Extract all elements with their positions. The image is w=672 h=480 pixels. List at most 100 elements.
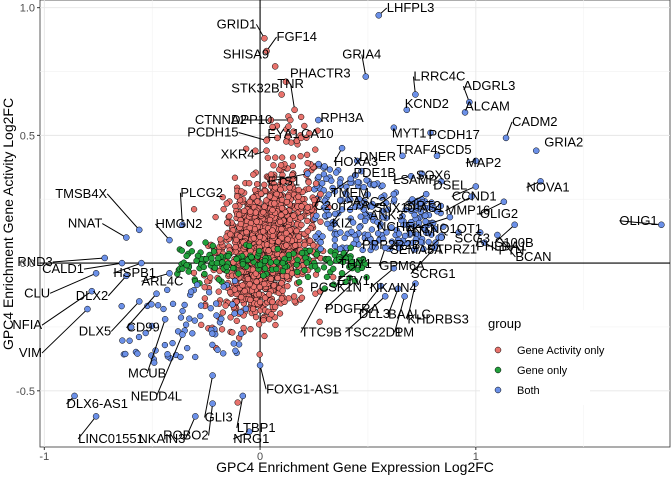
background-point (323, 206, 330, 214)
background-point (388, 224, 395, 231)
background-point (217, 236, 224, 243)
background-point (303, 259, 310, 266)
background-point (179, 307, 186, 315)
background-point (411, 211, 418, 219)
leader-line (369, 267, 395, 289)
background-point (343, 183, 350, 191)
background-point (183, 262, 190, 269)
leader-line (106, 193, 140, 231)
legend-entry: Gene Activity only (517, 345, 605, 357)
leader-line (451, 186, 477, 197)
background-point (231, 277, 239, 285)
labeled-point (407, 218, 415, 226)
background-point (233, 193, 241, 200)
background-point (402, 206, 409, 213)
background-points (118, 113, 447, 406)
background-point (395, 230, 403, 237)
gene-label: TMEM (331, 185, 369, 200)
gene-label: NKAIN4 (370, 280, 417, 295)
labeled-point (377, 282, 385, 290)
background-point (425, 238, 432, 246)
labeled-point (390, 190, 398, 198)
labeled-point (502, 134, 510, 142)
background-point (119, 337, 126, 344)
labeled-point (347, 244, 354, 252)
leader-line (361, 54, 367, 77)
background-point (337, 245, 344, 253)
background-point (315, 160, 322, 168)
background-point (290, 128, 297, 135)
background-point (289, 162, 296, 170)
background-point (290, 212, 297, 219)
legend-key (494, 386, 502, 394)
labeled-point (390, 124, 398, 131)
background-point (306, 130, 313, 137)
background-point (286, 216, 294, 223)
gene-label: MAP2 (466, 155, 501, 170)
gene-label: NKAIN3 (138, 431, 185, 446)
background-point (327, 259, 334, 266)
background-point (201, 270, 208, 278)
background-point (277, 162, 285, 169)
leader-line (126, 293, 157, 329)
background-point (427, 204, 434, 211)
labeled-point (317, 190, 324, 198)
background-point (379, 207, 386, 215)
gene-label: ETS1 (268, 174, 301, 189)
background-point (269, 123, 276, 131)
background-point (417, 200, 424, 207)
background-point (267, 171, 275, 178)
background-point (337, 197, 344, 204)
background-point (288, 270, 296, 277)
leader-line (49, 272, 97, 294)
labeled-point (394, 285, 402, 292)
background-point (293, 227, 300, 235)
background-point (269, 232, 277, 240)
background-point (238, 294, 245, 301)
background-point (210, 248, 218, 255)
background-point (267, 275, 275, 283)
background-point (262, 294, 269, 301)
gene-label: NFIA (12, 317, 42, 332)
legend-key (494, 346, 502, 354)
gene-label: C2orf27A (314, 198, 369, 213)
background-point (223, 219, 231, 226)
background-point (304, 159, 311, 167)
background-point (231, 310, 238, 317)
gene-label: NRG1 (233, 431, 269, 446)
gene-label: FOXG1-AS1 (266, 381, 339, 396)
leader-line (52, 257, 105, 263)
gene-label: TMSB4X (55, 186, 107, 201)
gene-label: CCND1 (452, 188, 497, 203)
background-point (246, 224, 253, 232)
background-point (237, 220, 245, 228)
background-point (292, 242, 299, 249)
background-point (169, 300, 177, 308)
labeled-point (362, 73, 370, 80)
gene-label: DLX2 (76, 288, 109, 303)
background-point (349, 259, 356, 266)
leader-line (344, 295, 386, 333)
labeled-point (658, 221, 665, 229)
legend-key (494, 366, 502, 374)
background-point (246, 180, 253, 187)
background-point (274, 245, 281, 253)
y-tick-label: 0.5 (20, 130, 35, 142)
labeled-point (358, 167, 365, 175)
background-point (317, 218, 324, 225)
background-point (286, 184, 293, 191)
background-point (238, 188, 245, 195)
background-point (278, 295, 285, 302)
labeled-point (92, 270, 100, 277)
background-point (208, 255, 215, 262)
background-point (348, 228, 355, 235)
gene-label: SNX10-AS1 (374, 200, 444, 215)
background-point (179, 265, 186, 272)
background-point (212, 213, 219, 221)
background-point (342, 278, 349, 285)
legend-entry: Gene only (517, 365, 568, 377)
background-point (251, 226, 259, 233)
gene-label: CTNNA2 (195, 112, 247, 127)
leader-line (494, 224, 515, 244)
background-point (289, 154, 297, 161)
